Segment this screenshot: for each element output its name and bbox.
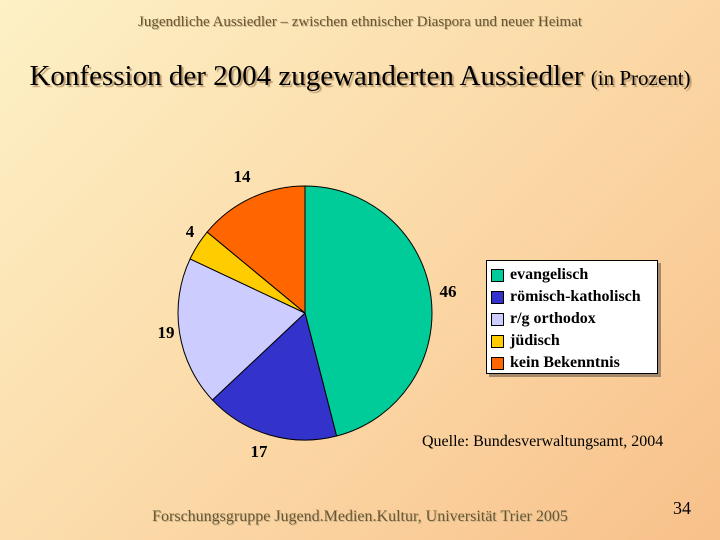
legend-item: evangelisch — [491, 264, 653, 286]
data-label-4: 4 — [186, 222, 195, 241]
legend-label: kein Bekenntnis — [510, 354, 620, 371]
legend-swatch — [491, 356, 504, 370]
chart-title-sub: (in Prozent) — [590, 66, 691, 90]
pie-slice-1 — [304, 185, 433, 437]
legend-item: römisch-katholisch — [491, 286, 653, 308]
slide-footer: Forschungsgruppe Jugend.Medien.Kultur, U… — [152, 508, 568, 525]
legend-item: r/g orthodox — [491, 308, 653, 330]
chart-title-main: Konfession der 2004 zugewanderten Aussie… — [29, 60, 584, 92]
pie-slices — [177, 185, 433, 441]
slide-header: Jugendliche Aussiedler – zwischen ethnis… — [137, 14, 583, 30]
pie-labels: 46 17 19 4 14 — [158, 167, 457, 461]
legend-label: römisch-katholisch — [510, 288, 641, 305]
legend-swatch — [491, 268, 504, 282]
legend-label: r/g orthodox — [510, 310, 596, 327]
source-note: Quelle: Bundesverwaltungsamt, 2004 — [422, 433, 664, 450]
pie-slice-5 — [206, 185, 306, 315]
pie-slice-3 — [177, 258, 306, 401]
legend-swatch — [491, 290, 504, 304]
chart-title: Konfession der 2004 zugewanderten Aussie… — [0, 60, 720, 95]
legend-item: jüdisch — [491, 330, 653, 352]
legend-label: jüdisch — [510, 332, 560, 349]
legend-label: evangelisch — [510, 266, 589, 283]
legend-item: kein Bekenntnis — [491, 352, 653, 374]
data-label-5: 14 — [234, 167, 252, 186]
data-label-2: 17 — [251, 442, 269, 461]
data-label-3: 19 — [158, 323, 175, 342]
legend-swatch — [491, 334, 504, 348]
pie-slice-2 — [211, 312, 338, 441]
data-label-1: 46 — [440, 282, 457, 301]
page-number: 34 — [673, 498, 691, 518]
legend-swatch — [491, 312, 504, 326]
chart-legend: evangelisch römisch-katholisch r/g orthodo… — [486, 260, 658, 374]
